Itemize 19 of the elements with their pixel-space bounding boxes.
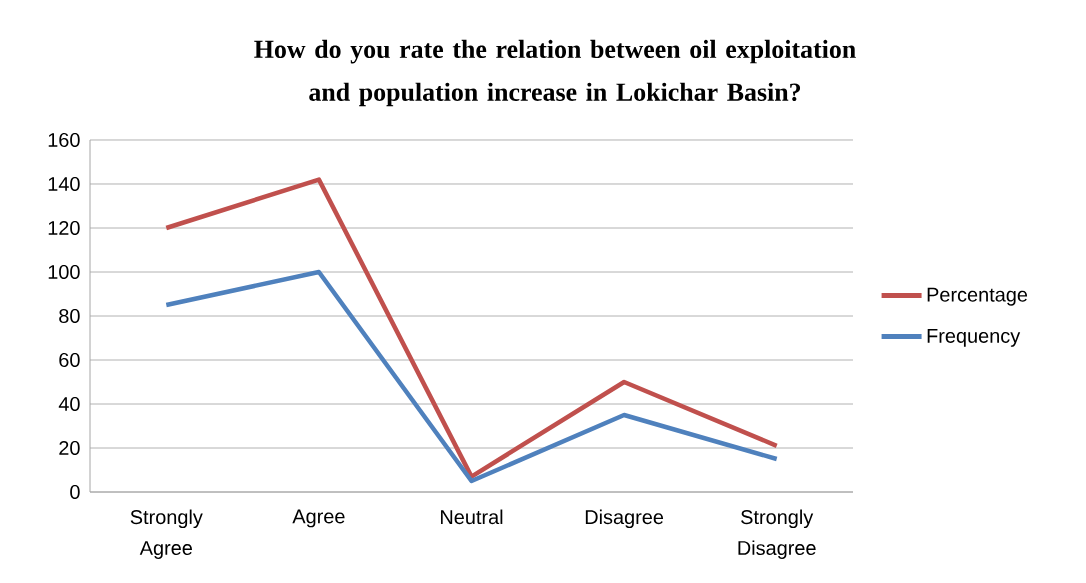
y-tick-label: 60	[59, 352, 80, 368]
y-tick-label: 160	[48, 132, 80, 148]
y-tick-label: 0	[70, 484, 80, 500]
chart-title: How do you rate the relation between oil exploitation and population increase in Lokichar Basin?	[254, 39, 856, 107]
line-series	[164, 269, 779, 484]
legend-label: Percentage	[927, 287, 1028, 306]
y-tick-label: 120	[48, 220, 80, 236]
x-tick-label: Agree	[292, 509, 345, 528]
line-series	[164, 177, 779, 479]
y-tick-label: 40	[58, 396, 80, 412]
y-tick-label: 140	[48, 176, 80, 192]
y-tick-label: 20	[59, 440, 80, 456]
y-tick-label: 80	[59, 308, 80, 324]
x-tick-label: Neutral	[441, 509, 503, 525]
legend-label: Frequency	[927, 329, 1021, 347]
x-tick-label: Disagree	[585, 509, 664, 529]
y-tick-label: 100	[48, 264, 80, 280]
x-tick-label: Strongly Agree	[130, 509, 203, 559]
x-tick-label: Strongly Disagree	[738, 509, 816, 559]
